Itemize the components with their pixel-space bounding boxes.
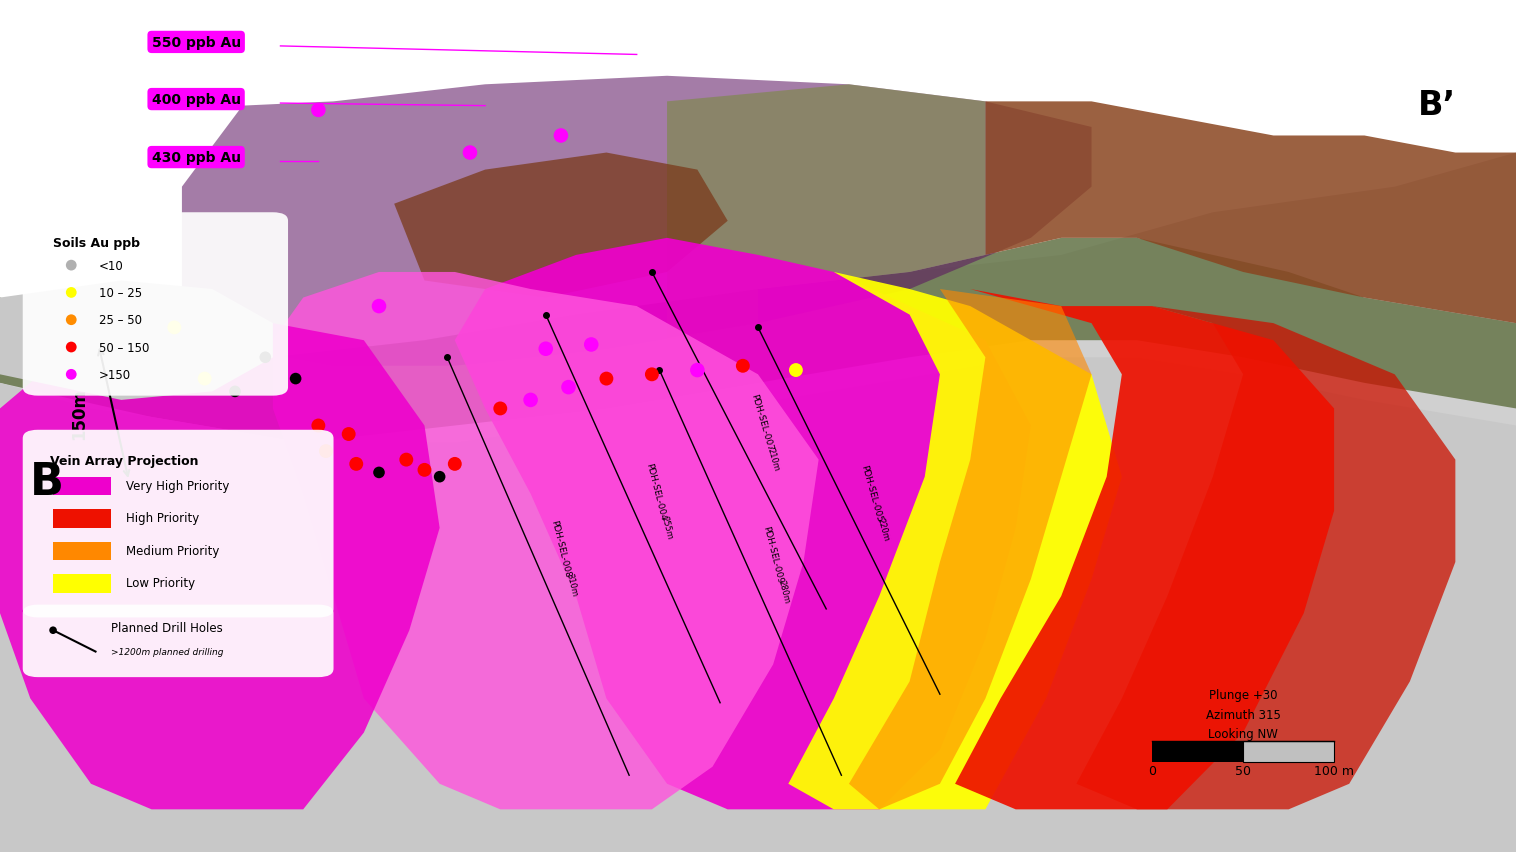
Bar — [1152, 741, 1243, 763]
Polygon shape — [955, 290, 1334, 809]
Text: Plunge +30: Plunge +30 — [1208, 688, 1278, 702]
Text: 280m: 280m — [776, 579, 791, 604]
Point — [488, 402, 512, 416]
Point — [784, 364, 808, 377]
Polygon shape — [0, 324, 440, 809]
Point — [253, 351, 277, 365]
Point — [344, 458, 368, 471]
Polygon shape — [849, 290, 1092, 809]
Point — [337, 428, 361, 441]
Text: Looking NW: Looking NW — [1208, 727, 1278, 740]
Point — [579, 338, 603, 352]
Point — [59, 341, 83, 354]
Text: B: B — [30, 460, 64, 504]
Point — [549, 130, 573, 143]
Point — [518, 394, 543, 407]
Point — [306, 104, 330, 118]
Point — [59, 368, 83, 382]
Text: 400 ppb Au: 400 ppb Au — [152, 93, 241, 107]
Point — [367, 300, 391, 314]
Text: 210m: 210m — [766, 446, 781, 472]
Text: >150: >150 — [99, 368, 130, 382]
Text: PDH-SEL-004: PDH-SEL-004 — [644, 461, 667, 521]
Polygon shape — [0, 239, 1516, 443]
Point — [162, 321, 186, 335]
Polygon shape — [0, 358, 1516, 852]
Text: 220m: 220m — [875, 517, 890, 542]
Point — [412, 463, 437, 477]
Point — [640, 368, 664, 382]
Text: 50 – 150: 50 – 150 — [99, 341, 149, 354]
Polygon shape — [0, 0, 1516, 358]
Point — [193, 372, 217, 386]
Text: Medium Priority: Medium Priority — [126, 544, 220, 557]
Point — [59, 259, 83, 273]
Point — [731, 360, 755, 373]
Text: B’: B’ — [1417, 89, 1455, 122]
Point — [534, 343, 558, 356]
Text: 50: 50 — [1236, 763, 1251, 777]
Text: Planned Drill Holes: Planned Drill Holes — [111, 621, 223, 635]
Text: 0: 0 — [1148, 763, 1157, 777]
FancyBboxPatch shape — [53, 477, 111, 496]
Text: Azimuth 315: Azimuth 315 — [1205, 708, 1281, 722]
Point — [458, 147, 482, 160]
Polygon shape — [985, 102, 1516, 324]
Text: 100 m: 100 m — [1314, 763, 1354, 777]
Polygon shape — [0, 0, 273, 852]
Text: 310m: 310m — [564, 572, 579, 597]
Point — [443, 458, 467, 471]
Polygon shape — [1076, 307, 1455, 809]
Point — [223, 385, 247, 399]
Polygon shape — [182, 77, 1092, 366]
Point — [367, 466, 391, 480]
FancyBboxPatch shape — [53, 574, 111, 593]
FancyBboxPatch shape — [23, 430, 334, 618]
FancyBboxPatch shape — [23, 213, 288, 396]
Text: PDH-SEL-005: PDH-SEL-005 — [860, 463, 884, 522]
Text: 25 – 50: 25 – 50 — [99, 314, 141, 327]
FancyBboxPatch shape — [53, 509, 111, 528]
Text: PDH-SEL-007: PDH-SEL-007 — [749, 393, 775, 452]
Polygon shape — [273, 273, 819, 809]
Point — [394, 453, 418, 467]
Text: 150m: 150m — [70, 388, 88, 439]
FancyBboxPatch shape — [23, 605, 334, 677]
Text: Very High Priority: Very High Priority — [126, 479, 229, 492]
Text: 430 ppb Au: 430 ppb Au — [152, 151, 241, 165]
Text: Low Priority: Low Priority — [126, 576, 196, 590]
Text: 550 ppb Au: 550 ppb Au — [152, 36, 241, 50]
Point — [685, 364, 709, 377]
Polygon shape — [455, 239, 1031, 809]
Point — [428, 470, 452, 484]
Point — [59, 314, 83, 327]
Polygon shape — [788, 273, 1122, 809]
Point — [314, 445, 338, 458]
Text: Vein Array Projection: Vein Array Projection — [50, 454, 199, 467]
Point — [306, 419, 330, 433]
Point — [594, 372, 619, 386]
Bar — [1243, 741, 1334, 763]
Polygon shape — [667, 85, 985, 341]
Text: PDH-SEL-008: PDH-SEL-008 — [549, 519, 572, 579]
Text: 255m: 255m — [659, 515, 673, 540]
Point — [283, 372, 308, 386]
Text: 10 – 25: 10 – 25 — [99, 286, 141, 300]
Text: Soils Au ppb: Soils Au ppb — [53, 237, 139, 250]
Point — [59, 286, 83, 300]
Text: PDH-SEL-009: PDH-SEL-009 — [761, 525, 785, 584]
Polygon shape — [394, 153, 728, 298]
Point — [556, 381, 581, 394]
Text: High Priority: High Priority — [126, 511, 199, 525]
Point — [41, 624, 65, 637]
Text: >1200m planned drilling: >1200m planned drilling — [111, 648, 223, 656]
FancyBboxPatch shape — [53, 542, 111, 561]
Text: <10: <10 — [99, 259, 123, 273]
